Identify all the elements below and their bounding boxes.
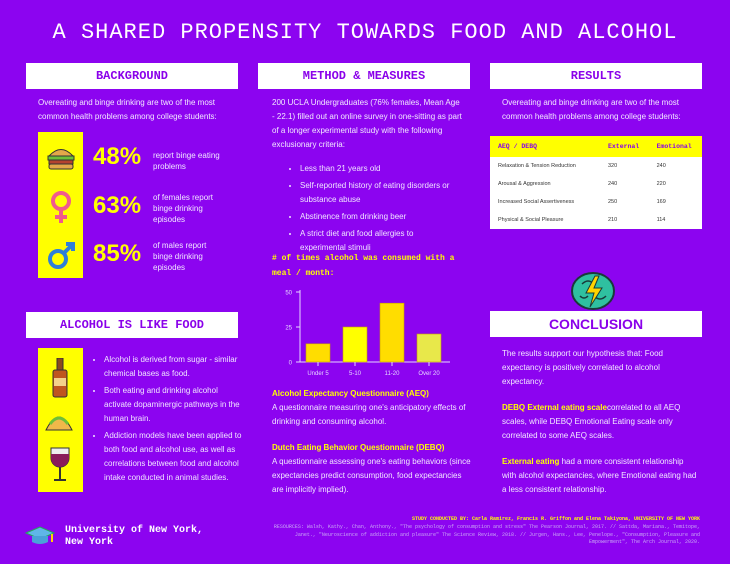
bullet-item: Addiction models have been applied to bo… bbox=[104, 429, 242, 485]
brain-lightning-icon bbox=[570, 270, 616, 317]
conclusion-p2-text: correlated to all AEQ scales, while DEBQ… bbox=[502, 403, 681, 440]
table-row: Increased Social Assertiveness 250 169 bbox=[490, 193, 702, 211]
resources: RESOURCES: Walsh, Kathy., Chan, Anthony.… bbox=[273, 524, 700, 545]
highlight: External eating bbox=[502, 457, 560, 466]
debq-title: Dutch Eating Behavior Questionnaire (DEB… bbox=[272, 443, 445, 452]
table-cell: 240 bbox=[608, 181, 618, 187]
criteria-bullets: Less than 21 years old Self-reported his… bbox=[288, 162, 458, 258]
bullet-item: A strict diet and food allergies to expe… bbox=[300, 227, 458, 255]
y-tick-label: 25 bbox=[285, 326, 292, 332]
stat-text: of females report binge drinking episode… bbox=[153, 193, 214, 224]
alcohol-header: ALCOHOL IS LIKE FOOD bbox=[26, 312, 238, 338]
table-cell: 320 bbox=[608, 163, 618, 169]
liquor-bottle-icon bbox=[51, 357, 69, 403]
column-header: Emotional bbox=[648, 136, 702, 157]
stat-text: report binge eating problems bbox=[153, 151, 220, 171]
results-table: AEQ / DEBQ External Emotional Relaxation… bbox=[490, 136, 702, 229]
x-tick-label: 11-20 bbox=[385, 371, 401, 377]
aeq-title: Alcohol Expectancy Questionnaire (AEQ) bbox=[272, 389, 429, 398]
background-intro: Overeating and binge drinking are two of… bbox=[38, 98, 217, 121]
table-cell: Increased Social Assertiveness bbox=[498, 199, 575, 205]
bullet-item: Abstinence from drinking beer bbox=[300, 210, 458, 224]
table-cell: 114 bbox=[656, 217, 666, 223]
stat-value: 63% bbox=[93, 192, 142, 219]
y-tick-label: 50 bbox=[285, 291, 292, 297]
study-credits: STUDY CONDUCTED BY: Carla Ramirez, Franc… bbox=[411, 516, 700, 522]
table-cell: Relaxation & Tension Reduction bbox=[498, 163, 576, 169]
alcohol-bullets: Alcohol is derived from sugar - similar … bbox=[92, 353, 242, 488]
conclusion-p1: The results support our hypothesis that:… bbox=[502, 349, 663, 386]
conclusion-p3: External eating had a more consistent re… bbox=[502, 455, 697, 497]
results-header: RESULTS bbox=[490, 63, 702, 89]
highlight: DEBQ External eating scale bbox=[502, 403, 607, 412]
table-cell: 210 bbox=[608, 217, 618, 223]
table-row: Arousal & Aggression 240 220 bbox=[490, 175, 702, 193]
table-cell: 240 bbox=[656, 163, 666, 169]
stat-value: 85% bbox=[93, 240, 142, 267]
conclusion-header: CONCLUSION bbox=[490, 311, 702, 337]
stat-value: 48% bbox=[93, 143, 142, 170]
poster-title: A SHARED PROPENSITY TOWARDS FOOD AND ALC… bbox=[52, 20, 678, 45]
table-cell: 220 bbox=[656, 181, 666, 187]
background-header: BACKGROUND bbox=[26, 63, 238, 89]
x-tick-label: Over 20 bbox=[418, 371, 440, 377]
bar bbox=[416, 333, 442, 363]
conclusion-p2: DEBQ External eating scalecorrelated to … bbox=[502, 401, 697, 443]
chart-title: # of times alcohol was consumed with a m… bbox=[272, 254, 455, 278]
university-name: University of New York, New York bbox=[65, 525, 204, 548]
y-tick-label: 0 bbox=[289, 361, 293, 367]
table-header-row: AEQ / DEBQ External Emotional bbox=[490, 136, 702, 157]
bullet-item: Alcohol is derived from sugar - similar … bbox=[104, 353, 242, 381]
taco-icon bbox=[44, 410, 74, 437]
table-row: Physical & Social Pleasure 210 114 bbox=[490, 211, 702, 229]
graduation-cap-icon bbox=[24, 526, 56, 551]
x-tick-label: Under 5 bbox=[307, 371, 329, 377]
bullet-item: Self-reported history of eating disorder… bbox=[300, 179, 458, 207]
method-intro: 200 UCLA Undergraduates (76% females, Me… bbox=[272, 98, 462, 149]
table-cell: Physical & Social Pleasure bbox=[498, 217, 564, 223]
burger-icon bbox=[46, 143, 76, 173]
bullet-item: Both eating and drinking alcohol activat… bbox=[104, 384, 242, 426]
bar bbox=[342, 326, 368, 363]
table-cell: 169 bbox=[656, 199, 666, 205]
column-header: AEQ / DEBQ bbox=[490, 136, 600, 157]
wine-glass-icon bbox=[48, 446, 72, 487]
aeq-text: A questionnaire measuring one's anticipa… bbox=[272, 403, 466, 426]
results-intro: Overeating and binge drinking are two of… bbox=[502, 98, 681, 121]
bullet-item: Less than 21 years old bbox=[300, 162, 458, 176]
method-header: METHOD & MEASURES bbox=[258, 63, 470, 89]
male-symbol-icon bbox=[47, 240, 77, 270]
table-cell: 250 bbox=[608, 199, 618, 205]
table-row: Relaxation & Tension Reduction 320 240 bbox=[490, 157, 702, 175]
stat-text: of males report binge drinking episodes bbox=[153, 241, 207, 272]
bar bbox=[305, 343, 331, 363]
conclusion-p3-text: had a more consistent relationship with … bbox=[502, 457, 697, 494]
table-cell: Arousal & Aggression bbox=[498, 181, 551, 187]
bar-chart: 0 25 50 Under 5 5-10 11-20 Over 20 bbox=[285, 290, 450, 377]
bar bbox=[379, 302, 405, 363]
column-header: External bbox=[600, 136, 649, 157]
female-symbol-icon bbox=[48, 190, 74, 226]
x-tick-label: 5-10 bbox=[349, 371, 362, 377]
debq-text: A questionnaire assessing one's eating b… bbox=[272, 457, 471, 494]
